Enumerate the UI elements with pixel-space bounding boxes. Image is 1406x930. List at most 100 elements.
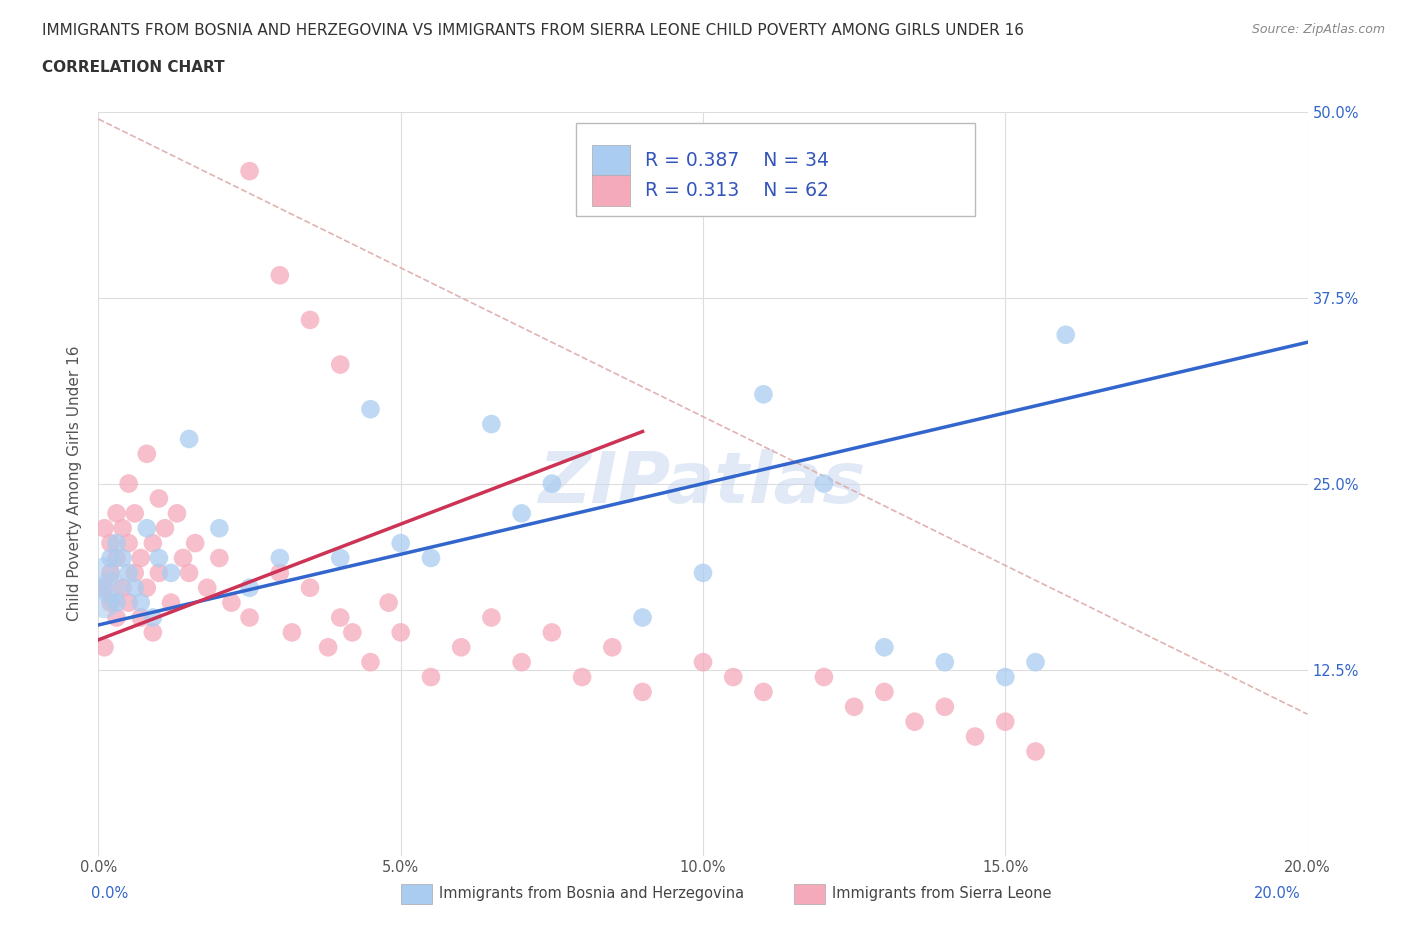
Point (195, 580, 218, 595)
Point (481, 417, 503, 432)
Point (135, 446, 157, 461)
Point (142, 625, 165, 640)
Point (389, 625, 412, 640)
Point (118, 476, 141, 491)
FancyBboxPatch shape (576, 123, 976, 216)
Point (221, 595, 243, 610)
Point (129, 551, 152, 565)
Point (184, 536, 207, 551)
Text: R = 0.387    N = 34: R = 0.387 N = 34 (645, 152, 830, 170)
Point (111, 521, 134, 536)
Text: 20.0%: 20.0% (1254, 886, 1301, 901)
Point (148, 491, 170, 506)
Point (299, 312, 322, 327)
Point (100, 536, 122, 551)
Point (166, 506, 188, 521)
Point (100, 595, 122, 610)
Point (239, 164, 262, 179)
Point (631, 684, 654, 699)
Point (420, 670, 443, 684)
Point (124, 565, 146, 580)
Point (269, 268, 291, 283)
Point (360, 402, 382, 417)
Point (965, 729, 987, 744)
Point (813, 476, 835, 491)
Point (342, 625, 364, 640)
Point (100, 580, 122, 595)
Point (510, 655, 533, 670)
Point (481, 610, 503, 625)
Point (723, 670, 745, 684)
Point (934, 655, 956, 670)
Point (100, 551, 122, 565)
Text: Immigrants from Sierra Leone: Immigrants from Sierra Leone (832, 886, 1052, 901)
Text: Source: ZipAtlas.com: Source: ZipAtlas.com (1251, 23, 1385, 36)
Point (329, 357, 352, 372)
Point (135, 521, 157, 536)
Point (873, 684, 896, 699)
Point (93, 565, 115, 580)
Point (873, 640, 896, 655)
Point (148, 551, 170, 565)
Point (111, 551, 134, 565)
Text: R = 0.313    N = 62: R = 0.313 N = 62 (645, 181, 828, 200)
Y-axis label: Child Poverty Among Girls Under 16: Child Poverty Among Girls Under 16 (67, 346, 83, 621)
Point (692, 565, 714, 580)
Point (118, 536, 141, 551)
Point (269, 565, 291, 580)
Point (752, 684, 775, 699)
Point (105, 551, 128, 565)
Point (281, 625, 304, 640)
Point (105, 595, 128, 610)
Point (904, 714, 927, 729)
Point (105, 536, 128, 551)
Point (239, 580, 262, 595)
Point (1024, 655, 1046, 670)
Point (389, 536, 412, 551)
Point (692, 655, 714, 670)
Point (377, 595, 399, 610)
Point (129, 610, 152, 625)
Point (299, 580, 322, 595)
FancyBboxPatch shape (592, 145, 630, 177)
Point (813, 670, 835, 684)
Point (360, 655, 382, 670)
Point (329, 551, 352, 565)
Point (752, 387, 775, 402)
Point (510, 506, 533, 521)
Point (571, 670, 593, 684)
Point (994, 670, 1017, 684)
Point (934, 699, 956, 714)
Point (540, 476, 562, 491)
Text: Immigrants from Bosnia and Herzegovina: Immigrants from Bosnia and Herzegovina (439, 886, 744, 901)
Point (93, 521, 115, 536)
Point (540, 625, 562, 640)
Point (93, 595, 115, 610)
Text: ZIPatlas: ZIPatlas (540, 449, 866, 518)
Text: 0.0%: 0.0% (91, 886, 128, 901)
Point (208, 551, 231, 565)
Point (179, 432, 201, 446)
Point (93, 640, 115, 655)
Point (135, 580, 157, 595)
Point (450, 640, 472, 655)
Point (631, 610, 654, 625)
Point (994, 714, 1017, 729)
Point (153, 521, 176, 536)
Text: IMMIGRANTS FROM BOSNIA AND HERZEGOVINA VS IMMIGRANTS FROM SIERRA LEONE CHILD POV: IMMIGRANTS FROM BOSNIA AND HERZEGOVINA V… (42, 23, 1024, 38)
Point (1024, 744, 1046, 759)
Point (105, 506, 128, 521)
Point (124, 506, 146, 521)
Point (329, 610, 352, 625)
Point (160, 595, 183, 610)
FancyBboxPatch shape (592, 175, 630, 206)
Point (420, 551, 443, 565)
Point (269, 551, 291, 565)
Point (118, 595, 141, 610)
Point (105, 610, 128, 625)
Point (172, 551, 194, 565)
Point (148, 565, 170, 580)
Point (844, 699, 866, 714)
Point (100, 565, 122, 580)
Point (142, 610, 165, 625)
